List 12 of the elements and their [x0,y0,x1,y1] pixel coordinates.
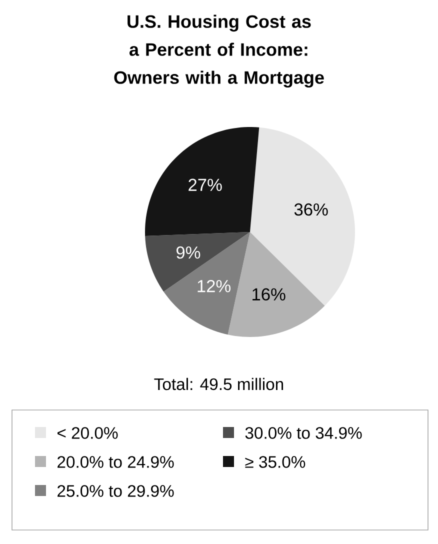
data-label: 12% [198,280,231,292]
legend-label: 20.0% to 24.9% [58,456,174,468]
legend-label: 30.0% to 34.9% [245,427,362,439]
text: Total: 49.5 million [154,378,284,390]
legend-label: < 20.0% [58,427,118,439]
data-label: 16% [252,288,286,301]
chart-title: U.S. Housing Cost as a Percent of Income: Owners with a Mortgage [114,14,324,88]
legend-label: 25.0% to 29.9% [58,485,174,497]
data-label: 36% [294,203,328,216]
legend-label: ≥ 35.0% [245,456,306,468]
data-label: 27% [188,178,222,191]
data-label: 9% [176,246,200,259]
